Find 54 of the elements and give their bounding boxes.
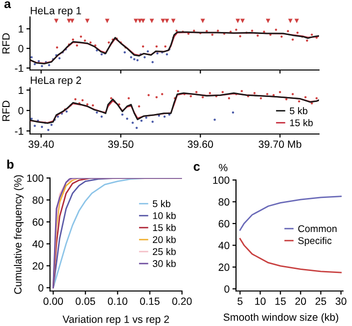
y-tick-label: 40 [32,240,44,248]
y-tick-label: 80 [32,196,44,204]
y-tick-label: 0 [18,44,24,52]
x-axis-title: Smooth window size (kb) [224,313,338,323]
y-tick-label: 100 [213,176,230,184]
y-tick-label: 60 [32,218,44,226]
y-axis-title: % [218,164,228,172]
y-tick-label: -1 [14,64,24,72]
legend-label: 15 kb [290,119,313,126]
y-axis-title: RFD [2,100,10,121]
y-tick-label: -1 [14,128,24,135]
x-tick-label: 0.10 [108,298,128,305]
x-tick-label: 0.00 [43,298,63,305]
y-axis-title: RFD [2,33,10,54]
y-tick-label: 40 [218,242,230,250]
legend-label: Common [298,225,337,232]
chart-title: HeLa rep 1 [30,7,82,16]
legend-label: 15 kb [153,224,176,232]
x-tick-label: 15 [275,298,286,305]
x-tick-label: 39.60 [188,140,213,148]
x-tick-label: 25 [316,298,326,305]
x-tick-label: 39.50 [108,140,134,148]
y-tick-label: 0 [18,106,24,114]
legend-label: 30 kb [152,260,176,268]
text: c [194,164,200,171]
chart-title: HeLa rep 2 [30,76,82,86]
x-tick-label: 10 [255,298,266,305]
legend-label: 5 kb [290,107,308,114]
text: a [4,1,12,8]
x-tick-label: 0.15 [140,298,160,305]
y-tick-label: 0 [38,284,44,292]
legend-label: Specific [298,236,332,246]
y-tick-label: 60 [218,220,230,228]
legend-label: 20 kb [152,236,176,244]
y-tick-label: 20 [32,262,44,270]
text: b [7,160,14,169]
x-tick-label: 5 [238,298,242,305]
y-tick-label: 80 [218,198,230,206]
legend-label: 25 kb [152,248,176,256]
y-tick-label: 1 [18,25,24,33]
x-tick-label: 0.05 [76,298,96,305]
x-axis-title: Variation rep 1 vs rep 2 [62,315,169,326]
x-tick-label: 30 [336,298,346,305]
y-tick-label: 1 [18,86,24,94]
x-tick-label: 0.20 [172,298,192,305]
y-tick-label: 0 [224,285,230,293]
legend-label: 10 kb [153,212,176,220]
x-tick-label: 39.70 Mb [258,140,302,148]
y-axis-title: Cumulative frequency (%) [14,175,24,294]
x-tick-label: 39.40 [28,140,54,148]
y-tick-label: 100 [27,174,44,182]
y-tick-label: 20 [218,264,230,271]
x-tick-label: 20 [295,298,306,305]
legend-label: 5 kb [152,200,170,208]
